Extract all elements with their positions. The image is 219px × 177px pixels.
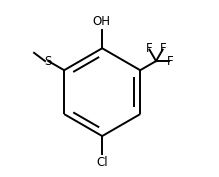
Text: F: F [160,42,167,55]
Text: S: S [45,55,52,68]
Text: Cl: Cl [96,156,108,169]
Text: OH: OH [92,16,110,28]
Text: F: F [167,55,174,68]
Text: F: F [145,42,152,55]
